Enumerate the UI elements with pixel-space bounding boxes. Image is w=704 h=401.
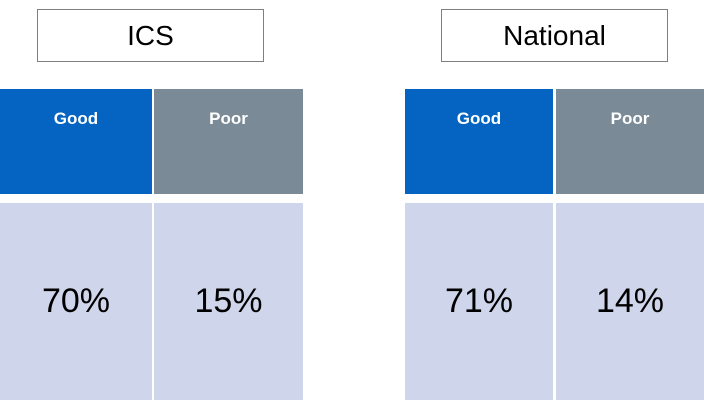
- value-cell: 71%: [405, 203, 553, 400]
- panel-title: ICS: [37, 9, 264, 62]
- header-cell: Poor: [154, 89, 303, 194]
- value-cell: 70%: [0, 203, 152, 400]
- value-cell: 15%: [154, 203, 303, 400]
- panel-title: National: [441, 9, 668, 62]
- header-cell: Poor: [556, 89, 704, 194]
- header-cell: Good: [0, 89, 152, 194]
- value-cell: 14%: [556, 203, 704, 400]
- header-cell: Good: [405, 89, 553, 194]
